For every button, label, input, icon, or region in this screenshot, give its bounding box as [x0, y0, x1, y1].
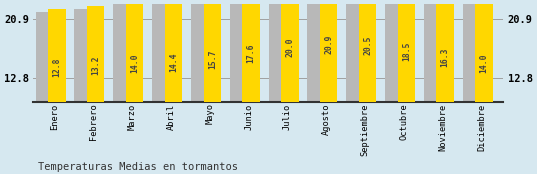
Text: 14.0: 14.0	[130, 54, 139, 73]
Bar	[165, 0, 182, 102]
Text: 20.0: 20.0	[285, 37, 294, 57]
Bar	[462, 3, 487, 102]
Bar	[307, 0, 331, 102]
Text: 17.6: 17.6	[246, 44, 256, 63]
Bar	[398, 0, 415, 102]
Bar	[204, 0, 221, 102]
Bar	[48, 9, 66, 102]
Bar	[191, 0, 215, 102]
Bar	[75, 9, 98, 102]
Text: 16.3: 16.3	[441, 47, 449, 67]
Bar	[242, 0, 260, 102]
Text: 14.0: 14.0	[480, 54, 489, 73]
Text: 13.2: 13.2	[91, 56, 100, 75]
Bar	[113, 3, 137, 102]
Bar	[346, 0, 370, 102]
Bar	[424, 0, 448, 102]
Bar	[35, 12, 60, 102]
Bar	[87, 6, 105, 102]
Text: 20.9: 20.9	[324, 35, 333, 54]
Text: 15.7: 15.7	[208, 49, 217, 69]
Text: Temperaturas Medias en tormantos: Temperaturas Medias en tormantos	[38, 162, 237, 172]
Bar	[268, 0, 293, 102]
Text: 12.8: 12.8	[53, 57, 62, 77]
Text: 14.4: 14.4	[169, 53, 178, 72]
Bar	[126, 1, 143, 102]
Text: 18.5: 18.5	[402, 41, 411, 61]
Bar	[152, 0, 176, 102]
Bar	[359, 0, 376, 102]
Bar	[230, 0, 254, 102]
Bar	[437, 0, 454, 102]
Bar	[475, 1, 492, 102]
Bar	[385, 0, 409, 102]
Text: 20.5: 20.5	[363, 36, 372, 55]
Bar	[320, 0, 337, 102]
Bar	[281, 0, 299, 102]
